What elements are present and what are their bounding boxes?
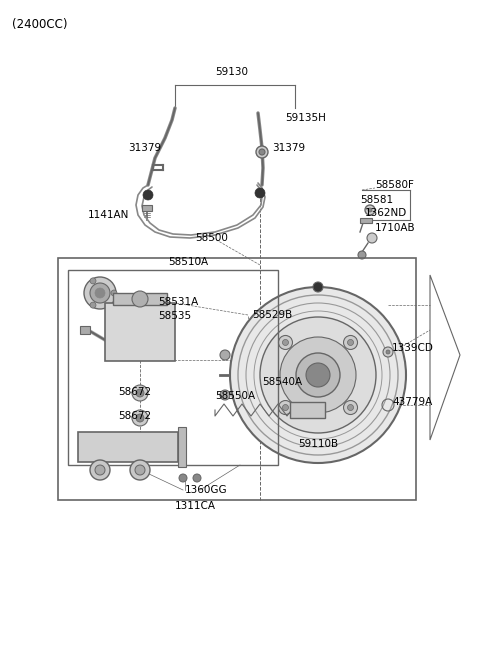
Circle shape [90, 283, 110, 303]
Circle shape [313, 282, 323, 292]
Circle shape [95, 288, 105, 298]
Circle shape [259, 149, 265, 155]
Text: 58510A: 58510A [168, 257, 208, 267]
Bar [290, 402, 325, 418]
Text: 58672: 58672 [118, 387, 151, 397]
Circle shape [278, 401, 292, 415]
Bar [78, 432, 178, 462]
Text: 59135H: 59135H [285, 113, 326, 123]
Bar [68, 270, 278, 465]
Bar [113, 293, 167, 305]
Circle shape [220, 390, 230, 400]
Text: 58531A: 58531A [158, 297, 198, 307]
Circle shape [260, 317, 376, 433]
Circle shape [344, 401, 358, 415]
Circle shape [220, 350, 230, 360]
Text: 58535: 58535 [158, 311, 191, 321]
Text: 1339CD: 1339CD [392, 343, 434, 353]
Text: 59110B: 59110B [298, 439, 338, 449]
Circle shape [90, 460, 110, 480]
Bar [58, 258, 416, 500]
Circle shape [278, 335, 292, 350]
Circle shape [348, 405, 354, 411]
Bar [80, 326, 90, 334]
Text: 1141AN: 1141AN [88, 210, 130, 220]
Text: 31379: 31379 [128, 143, 161, 153]
Circle shape [179, 474, 187, 482]
Circle shape [255, 188, 265, 198]
Circle shape [193, 474, 201, 482]
Circle shape [344, 335, 358, 350]
Circle shape [84, 277, 116, 309]
Circle shape [367, 233, 377, 243]
Circle shape [132, 291, 148, 307]
Circle shape [386, 350, 390, 354]
Circle shape [132, 385, 148, 401]
Text: 1710AB: 1710AB [375, 223, 416, 233]
Text: 58581: 58581 [360, 195, 393, 205]
Bar [360, 218, 372, 223]
Circle shape [282, 339, 288, 346]
Circle shape [368, 208, 372, 212]
Text: 1360GG: 1360GG [185, 485, 228, 495]
Circle shape [90, 278, 96, 284]
Circle shape [95, 465, 105, 475]
Circle shape [135, 465, 145, 475]
Circle shape [358, 251, 366, 259]
Circle shape [136, 414, 144, 422]
Circle shape [230, 287, 406, 463]
Circle shape [136, 389, 144, 397]
Bar [105, 303, 175, 361]
Circle shape [90, 302, 96, 308]
Text: 58672: 58672 [118, 411, 151, 421]
Circle shape [256, 146, 268, 158]
Text: (2400CC): (2400CC) [12, 18, 68, 31]
Circle shape [365, 205, 375, 215]
Circle shape [306, 363, 330, 387]
Text: 58550A: 58550A [215, 391, 255, 401]
Text: 1362ND: 1362ND [365, 208, 407, 218]
Text: 58540A: 58540A [262, 377, 302, 387]
Text: 58500: 58500 [195, 233, 228, 243]
Bar [142, 205, 152, 211]
Circle shape [130, 460, 150, 480]
Circle shape [143, 190, 153, 200]
Circle shape [111, 290, 117, 296]
Circle shape [383, 347, 393, 357]
Circle shape [282, 405, 288, 411]
Text: 43779A: 43779A [392, 397, 432, 407]
Text: 59130: 59130 [216, 67, 249, 77]
Text: 1311CA: 1311CA [175, 501, 216, 511]
Circle shape [348, 339, 354, 346]
Circle shape [296, 353, 340, 397]
Text: 58529B: 58529B [252, 310, 292, 320]
Bar [178, 427, 186, 467]
Circle shape [280, 337, 356, 413]
Text: 31379: 31379 [272, 143, 305, 153]
Circle shape [132, 410, 148, 426]
Text: 58580F: 58580F [375, 180, 414, 190]
